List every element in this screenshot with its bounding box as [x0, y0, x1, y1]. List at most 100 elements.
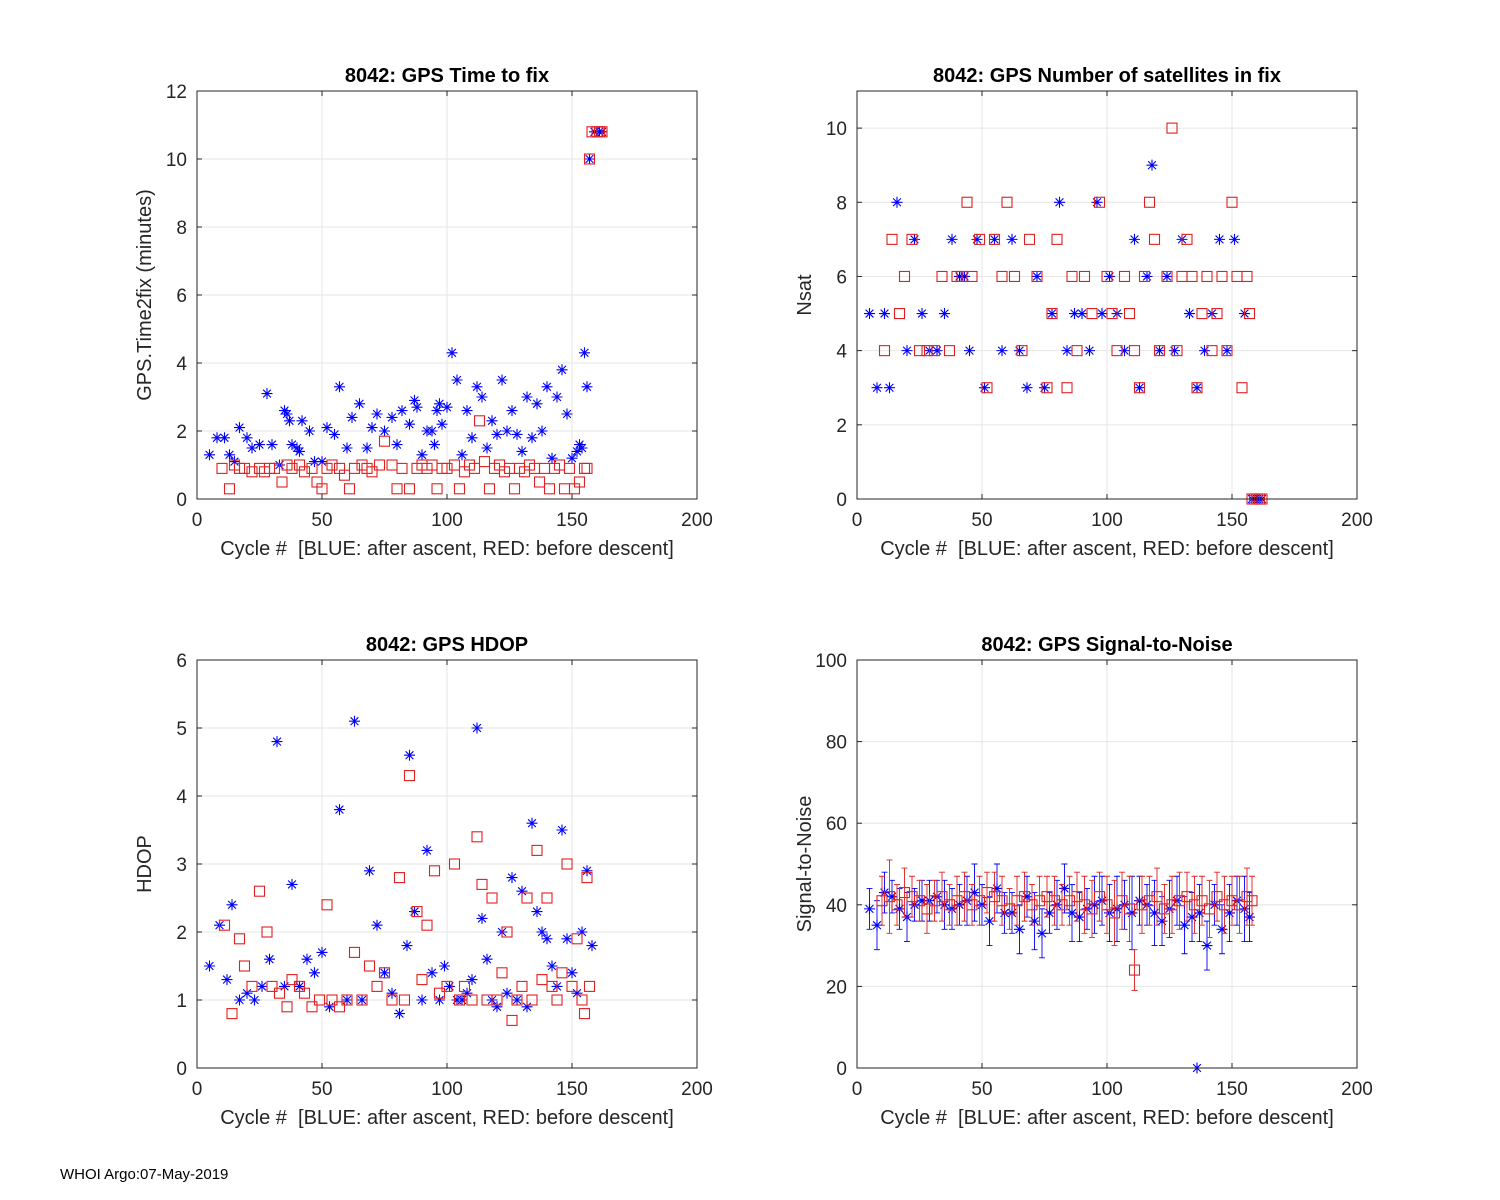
data-point — [966, 899, 978, 911]
data-point — [486, 892, 498, 904]
data-point — [526, 817, 538, 829]
data-point — [981, 382, 993, 394]
data-point — [403, 483, 416, 495]
data-point — [1211, 891, 1223, 903]
data-point — [556, 824, 568, 836]
data-point — [1199, 345, 1210, 357]
error-bar — [924, 883, 930, 934]
data-point — [268, 462, 281, 474]
data-point — [958, 891, 971, 903]
error-bar — [1059, 883, 1065, 926]
ticks: 0 50 100 150 200 0 1 2 3 4 5 6 — [176, 651, 712, 1100]
data-point — [1226, 895, 1238, 907]
data-point — [561, 933, 573, 945]
data-point — [298, 466, 311, 478]
data-point — [1101, 270, 1113, 283]
error-bar — [894, 883, 900, 926]
error-bar — [946, 883, 953, 926]
error-bar — [931, 879, 938, 922]
data-point — [1011, 895, 1023, 907]
data-point — [1093, 196, 1106, 208]
data-point — [961, 196, 973, 208]
data-point — [348, 462, 361, 474]
data-point — [581, 872, 593, 884]
data-point — [298, 987, 311, 999]
y-tick-label: 4 — [836, 342, 847, 363]
error-bar — [1096, 871, 1103, 922]
data-point — [441, 980, 453, 992]
error-bar — [1029, 883, 1035, 926]
data-point — [984, 915, 995, 927]
data-point — [294, 980, 305, 992]
data-point — [1161, 270, 1173, 282]
data-point — [1179, 919, 1190, 931]
data-point — [864, 903, 875, 915]
data-point — [253, 885, 266, 897]
data-point — [261, 388, 273, 400]
data-point — [579, 347, 590, 359]
data-point — [1141, 270, 1153, 282]
data-point — [329, 428, 340, 440]
data-point — [1091, 196, 1103, 208]
data-point — [1171, 345, 1183, 357]
data-point — [254, 439, 265, 451]
error-bar — [1146, 875, 1153, 926]
error-bar — [954, 875, 960, 926]
data-point — [326, 459, 338, 471]
data-point — [506, 1014, 518, 1026]
data-point — [356, 994, 368, 1006]
data-point — [574, 439, 585, 451]
x-tick-label: 150 — [1216, 510, 1248, 531]
y-tick-label: 2 — [836, 416, 847, 437]
data-point — [223, 483, 236, 495]
data-point — [1031, 270, 1043, 282]
panel-gps-signal-to-noise: 0 50 100 150 200 0 20 40 60 80 100 8042: GPS Signal… — [794, 634, 1373, 1129]
data-point — [864, 308, 875, 320]
data-point — [921, 903, 933, 915]
data-series — [864, 122, 1268, 505]
y-tick-label: 2 — [176, 923, 187, 944]
y-tick-label: 4 — [176, 787, 187, 808]
data-point — [1203, 903, 1216, 915]
data-point — [1059, 882, 1070, 894]
data-point — [238, 960, 251, 972]
data-point — [1181, 891, 1193, 903]
data-point — [1111, 345, 1123, 357]
data-point — [913, 895, 926, 907]
data-point — [416, 449, 428, 461]
data-point — [281, 408, 293, 420]
data-point — [596, 126, 608, 138]
data-point — [441, 401, 453, 413]
y-tick-label: 10 — [826, 119, 847, 140]
data-point — [1166, 122, 1178, 134]
data-point — [581, 865, 593, 877]
data-point — [444, 980, 455, 992]
data-point — [1116, 895, 1128, 907]
data-point — [1166, 899, 1178, 911]
data-point — [1036, 927, 1048, 939]
data-point — [901, 345, 913, 357]
data-point — [476, 878, 488, 890]
data-point — [1229, 233, 1240, 245]
data-point — [1221, 345, 1233, 357]
data-point — [1089, 899, 1100, 911]
data-point — [558, 483, 571, 495]
data-point — [1154, 345, 1165, 357]
error-bar — [879, 875, 885, 926]
data-point — [939, 308, 950, 320]
grid — [196, 659, 698, 1069]
y-axis-label: Nsat — [794, 274, 816, 316]
data-point — [1244, 911, 1255, 923]
data-point — [501, 926, 513, 938]
data-point — [276, 476, 288, 488]
data-point — [496, 967, 508, 979]
data-point — [234, 994, 245, 1006]
data-point — [1129, 233, 1140, 245]
data-point — [1046, 307, 1058, 320]
data-point — [448, 459, 461, 471]
data-point — [508, 483, 521, 495]
data-point — [1161, 270, 1173, 283]
data-series — [204, 715, 598, 1026]
data-point — [241, 432, 253, 444]
